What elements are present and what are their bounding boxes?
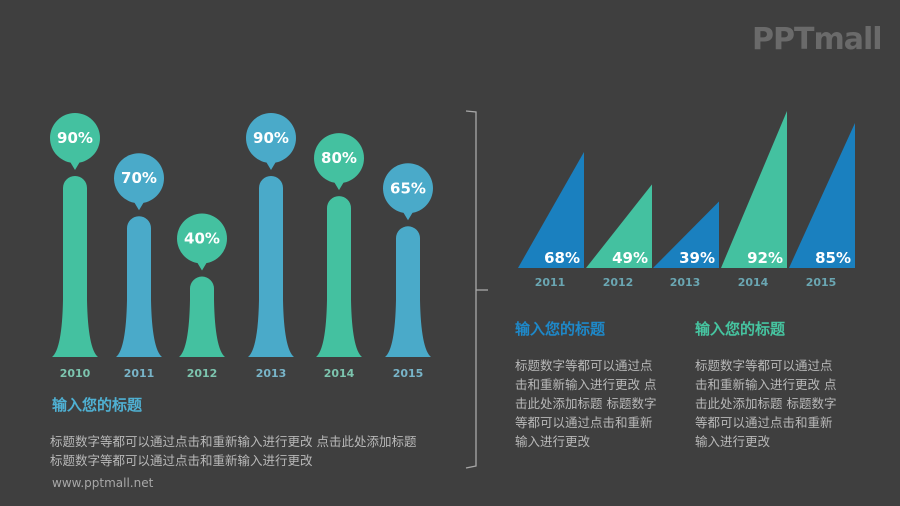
triangle-bar: [721, 111, 787, 268]
body-line: 击此处添加标题 标题数字: [515, 396, 657, 411]
footer-url[interactable]: www.pptmall.net: [52, 476, 154, 490]
bar-stem: [116, 216, 162, 357]
year-label: 2015: [393, 367, 424, 380]
bar-stem: [52, 176, 98, 357]
triangle-bar: [653, 201, 719, 268]
bubble-pointer: [196, 260, 208, 271]
bar-stem: [248, 176, 294, 357]
body-line: 等都可以通过点击和重新: [515, 415, 653, 430]
year-label: 2011: [124, 367, 155, 380]
bubble-value-label: 70%: [121, 169, 157, 187]
bar-stem: [179, 276, 225, 357]
value-bubble: [246, 113, 296, 163]
triangle-bar: [518, 151, 584, 268]
bubble-value-label: 65%: [390, 179, 426, 197]
body-line: 标题数字等都可以通过点: [515, 358, 653, 373]
bar-stem: [385, 226, 431, 357]
right-panel-1-title: 输入您的标题: [515, 320, 606, 338]
triangle-bar: [586, 184, 652, 268]
year-label: 2013: [256, 367, 287, 380]
triangle-value-label: 39%: [679, 249, 715, 267]
value-bubble: [50, 113, 100, 163]
value-bubble: [114, 153, 164, 204]
year-label: 2015: [806, 276, 837, 289]
bubble-value-label: 90%: [253, 129, 289, 147]
bubble-pointer: [69, 160, 81, 170]
bracket-divider: [465, 110, 488, 469]
bar-chart-left: 90% 2010 70% 2011 40% 2012 90% 2013 80% 2014 65% 20…: [50, 113, 433, 380]
bubble-pointer: [265, 160, 277, 170]
left-body-line: 标题数字等都可以通过点击和重新输入进行更改 点击此处添加标题: [50, 434, 417, 449]
body-line: 击此处添加标题 标题数字: [695, 396, 837, 411]
year-label: 2011: [535, 276, 566, 289]
bubble-pointer: [333, 180, 345, 191]
triangle-value-label: 49%: [612, 249, 648, 267]
body-line: 击和重新输入进行更改 点: [515, 377, 657, 392]
body-line: 输入进行更改: [515, 434, 591, 449]
body-line: 击和重新输入进行更改 点: [695, 377, 837, 392]
left-panel-body: 标题数字等都可以通过点击和重新输入进行更改 点击此处添加标题 标题数字等都可以通…: [50, 432, 450, 470]
pptmall-logo: PPTmall: [752, 22, 883, 57]
value-bubble: [314, 133, 364, 184]
bubble-value-label: 40%: [184, 230, 220, 248]
right-panel-2-title: 输入您的标题: [695, 320, 786, 338]
bar-stem: [316, 196, 362, 357]
bubble-pointer: [402, 210, 414, 221]
year-label: 2012: [187, 367, 218, 380]
body-line: 等都可以通过点击和重新: [695, 415, 833, 430]
triangle-bar: [789, 122, 855, 269]
right-panel-2-body: 标题数字等都可以通过点 击和重新输入进行更改 点 击此处添加标题 标题数字 等都…: [695, 356, 855, 451]
year-label: 2014: [738, 276, 769, 289]
bubble-value-label: 90%: [57, 129, 93, 147]
value-bubble: [177, 213, 227, 264]
body-line: 标题数字等都可以通过点: [695, 358, 833, 373]
year-label: 2010: [60, 367, 91, 380]
body-line: 输入进行更改: [695, 434, 771, 449]
left-body-line: 标题数字等都可以通过点击和重新输入进行更改: [50, 453, 313, 468]
triangle-value-label: 92%: [747, 249, 783, 267]
value-bubble: [383, 163, 433, 214]
year-label: 2012: [603, 276, 634, 289]
right-panel-1-body: 标题数字等都可以通过点 击和重新输入进行更改 点 击此处添加标题 标题数字 等都…: [515, 356, 675, 451]
year-label: 2014: [324, 367, 355, 380]
bubble-pointer: [133, 200, 145, 211]
left-panel-title: 输入您的标题: [52, 396, 143, 414]
triangle-value-label: 68%: [544, 249, 580, 267]
triangle-value-label: 85%: [815, 249, 851, 267]
bubble-value-label: 80%: [321, 149, 357, 167]
year-label: 2013: [670, 276, 701, 289]
triangle-chart-right: 68% 2011 49% 2012 39% 2013 92% 2014 85% 2015: [518, 111, 855, 289]
